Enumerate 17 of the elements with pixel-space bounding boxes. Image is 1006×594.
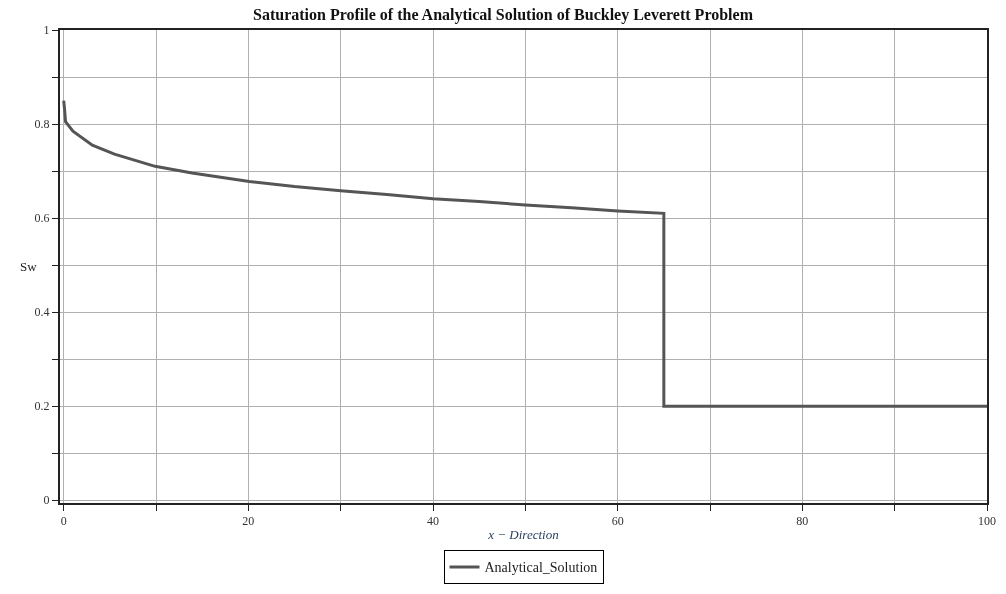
x-tick-label: 60: [611, 514, 624, 529]
x-tick-label: 40: [427, 514, 440, 529]
y-tick-label: 0.6: [34, 211, 50, 226]
y-tick-label: 1: [43, 23, 50, 38]
y-axis-title: Sw: [20, 259, 38, 274]
line-series: [62, 99, 987, 408]
y-tick-label: 0.2: [34, 399, 50, 414]
x-tick-label: 0: [60, 514, 67, 529]
x-tick-label: 100: [978, 514, 996, 529]
x-axis-title: x − Direction: [487, 526, 559, 542]
x-tick-label: 20: [242, 514, 255, 529]
legend-label: Analytical_Solution: [484, 560, 598, 576]
y-tick-label: 0.8: [34, 117, 50, 132]
y-tick-label: 0: [43, 493, 50, 508]
chart-title: Saturation Profile of the Analytical Solution of Buckley Leverett Problem: [253, 6, 754, 25]
x-tick-label: 80: [796, 514, 809, 529]
y-tick-label: 0.4: [34, 305, 50, 320]
